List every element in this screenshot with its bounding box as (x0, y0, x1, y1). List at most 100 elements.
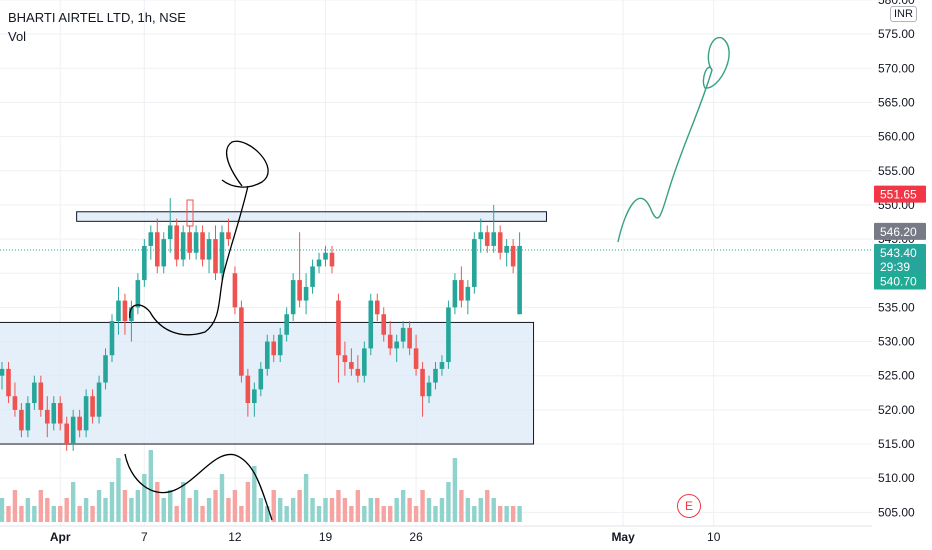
candle-body (213, 239, 218, 274)
volume-bar (77, 506, 82, 522)
candle-body (232, 273, 238, 308)
volume-bar (109, 482, 115, 522)
volume-bar (394, 498, 399, 522)
volume-bar (478, 498, 483, 522)
price-label-last: 543.40 (880, 246, 917, 260)
candle-body (70, 416, 76, 445)
volume-bar (497, 506, 503, 522)
candle-body (180, 232, 186, 260)
volume-bar (122, 490, 128, 522)
earnings-icon[interactable]: E (677, 494, 701, 518)
volume-bar (504, 506, 509, 522)
candle-body (452, 280, 458, 308)
volume-bar (148, 450, 154, 522)
candle-body (394, 341, 399, 349)
candle-body (400, 327, 406, 342)
currency-badge[interactable]: INR (890, 6, 917, 22)
candle-body (316, 259, 322, 267)
volume-bar (206, 498, 212, 522)
volume-bar (12, 490, 18, 522)
volume-bar (336, 490, 341, 522)
candle-body (478, 232, 484, 240)
volume-bar (355, 490, 361, 522)
time-tick-label: 7 (141, 530, 148, 544)
candle-body (277, 334, 283, 356)
candle-body (284, 314, 289, 335)
candle-body (303, 286, 309, 301)
candle-body (103, 355, 108, 383)
candle-body (439, 362, 445, 369)
price-tick-label: 515.00 (878, 437, 915, 451)
price-tick-label: 535.00 (878, 300, 915, 314)
volume-bar (90, 506, 95, 522)
candle-body (491, 232, 497, 246)
time-tick-label: 26 (409, 530, 423, 544)
candle-body (38, 382, 44, 410)
candle-body (387, 334, 393, 349)
candle-body (420, 368, 425, 397)
volume-indicator-label[interactable]: Vol (8, 29, 27, 44)
volume-bar (413, 506, 419, 522)
volume-bar (116, 458, 121, 522)
candle-body (297, 280, 302, 301)
volume-bar (420, 490, 425, 522)
projection-drawing (617, 37, 730, 243)
volume-bar (58, 506, 63, 522)
price-label-countdown: 29:39 (880, 260, 910, 274)
candle-body (245, 375, 251, 404)
candle-body (64, 423, 69, 445)
candle-body (77, 416, 82, 431)
candle-body (135, 280, 141, 308)
volume-bar (226, 498, 231, 522)
volume-bar (265, 506, 270, 522)
volume-bar (303, 474, 309, 522)
candle-body (12, 396, 18, 410)
candle-body (148, 232, 154, 246)
volume-bar (193, 490, 199, 522)
candle-body (323, 252, 328, 260)
candle-body (504, 245, 509, 253)
volume-bar (446, 482, 451, 522)
candle-body (271, 341, 277, 356)
volume-bar (271, 490, 276, 522)
candle-body (226, 232, 231, 240)
candle-body (90, 396, 95, 417)
volume-bar (278, 498, 283, 522)
price-tick-label: 570.00 (878, 61, 915, 75)
volume-bar (19, 506, 24, 522)
candle-body (329, 252, 335, 267)
volume-bar (32, 506, 37, 522)
candle-body (310, 266, 315, 287)
candle-body (174, 225, 179, 260)
volume-bar (96, 490, 102, 522)
volume-bar (0, 498, 5, 522)
volume-bar (6, 506, 11, 522)
candle-body (407, 327, 412, 349)
volume-bar (174, 506, 179, 522)
candle-body (368, 300, 374, 349)
price-label-high: 551.65 (880, 188, 917, 202)
candle-body (336, 300, 341, 356)
candle-body (355, 368, 361, 376)
candle-body (258, 368, 264, 390)
price-label-high-bg (874, 185, 926, 203)
volume-bar (368, 498, 373, 522)
price-tick-label: 565.00 (878, 95, 915, 109)
price-label-prev: 546.20 (880, 225, 917, 239)
volume-bar (284, 506, 289, 522)
freehand-drawing (129, 140, 269, 336)
volume-bar (135, 490, 141, 522)
price-tick-label: 560.00 (878, 130, 915, 144)
volume-bar (439, 498, 445, 522)
candle-body (510, 245, 516, 267)
volume-bar (452, 458, 458, 522)
symbol-title[interactable]: BHARTI AIRTEL LTD, 1h, NSE (8, 10, 186, 25)
candle-body (290, 280, 296, 315)
volume-bar (362, 506, 367, 522)
volume-bar (349, 506, 354, 522)
candle-body (517, 245, 522, 315)
freehand-drawing (124, 453, 273, 521)
candle-body (142, 245, 147, 281)
